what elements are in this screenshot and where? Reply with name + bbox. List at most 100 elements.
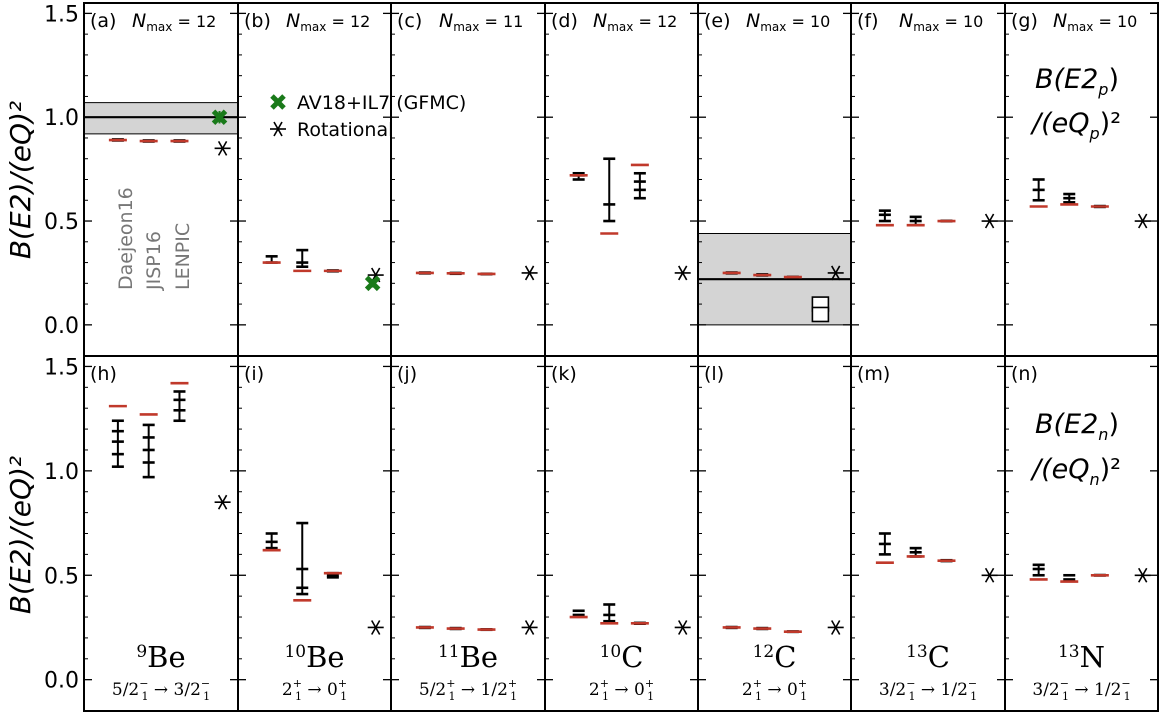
rotational-marker xyxy=(981,213,998,229)
method-label-text: Daejeon16 xyxy=(115,187,137,290)
nucleus-label: 13N xyxy=(1058,640,1105,674)
nmax-value: = 10 xyxy=(939,12,983,31)
method-2-series xyxy=(600,157,619,235)
transition-label: 2+ 1 → 0+ 1 xyxy=(282,677,347,703)
panel-b: (b) Nmax = 12 xyxy=(237,2,392,357)
asterisk-stroke xyxy=(371,620,381,635)
nmax-N: N xyxy=(439,10,453,32)
transition-p2: + xyxy=(645,677,654,690)
transition-j2: 0 xyxy=(787,680,798,700)
nmax-sub: max xyxy=(760,20,786,34)
row-label-end: ) xyxy=(1108,64,1119,95)
nucleus-element: C xyxy=(621,640,643,674)
method-2-series xyxy=(293,248,312,273)
method-2-series xyxy=(600,603,619,625)
nucleus-mass: 13 xyxy=(906,642,928,662)
method-1-series xyxy=(569,609,588,619)
method-1-series xyxy=(875,532,894,565)
transition-j2: 1/2 xyxy=(1094,680,1121,700)
transition-k1: 1 xyxy=(755,690,762,703)
asterisk-stroke xyxy=(524,620,535,635)
ytick-label-text: 0.0 xyxy=(44,669,79,694)
panel-g: (g) Nmax = 10 xyxy=(1004,2,1159,357)
panel-frame xyxy=(1004,2,1159,357)
nmax-sub: max xyxy=(300,20,326,34)
nmax-N: N xyxy=(746,10,760,32)
panel-tag-text: (n) xyxy=(1011,363,1038,385)
nmax-value: = 10 xyxy=(786,12,830,31)
transition-k1: 1 xyxy=(1062,690,1069,703)
transition-j2: 1/2 xyxy=(941,680,968,700)
method-3-series xyxy=(1090,204,1109,209)
transition-p1: + xyxy=(293,677,302,690)
method-2-series xyxy=(446,271,465,276)
method-2-series xyxy=(906,215,925,227)
legend-rotational-marker xyxy=(273,121,283,137)
transition-k1: 1 xyxy=(295,690,302,703)
method-label: LENPIC xyxy=(172,223,194,290)
nmax-N: N xyxy=(899,10,913,32)
nmax-value: = 12 xyxy=(633,12,677,31)
panel-d: (d) Nmax = 12 xyxy=(544,2,699,357)
method-3-series xyxy=(323,269,342,273)
rotational-marker xyxy=(674,620,691,635)
ytick-label: 1.0 xyxy=(44,106,79,131)
rotational-marker xyxy=(827,265,844,281)
legend-gfmc-text: AV18+IL7 (GFMC) xyxy=(297,92,466,114)
method-label-text: LENPIC xyxy=(172,223,194,290)
panel-tag-text: (i) xyxy=(244,363,264,385)
transition-j1: 5/2 xyxy=(112,680,139,700)
ytick-label: 0.5 xyxy=(44,564,79,589)
rotational-marker xyxy=(367,620,384,635)
nucleus-element: Be xyxy=(306,640,344,674)
panel-tag-text: (c) xyxy=(397,10,422,32)
row-label-line2: /(eQp)² xyxy=(1030,108,1121,143)
transition-p2: + xyxy=(508,677,517,690)
asterisk-stroke xyxy=(678,620,688,635)
nmax-label: Nmax = 10 xyxy=(899,10,983,34)
row-label-end: )² xyxy=(1100,454,1121,485)
method-1-series xyxy=(569,171,588,181)
nucleus-element: C xyxy=(774,640,796,674)
legend-rotational-label: Rotational xyxy=(297,119,393,141)
nmax-sub: max xyxy=(1067,20,1093,34)
row-label-sub: n xyxy=(1090,470,1100,489)
method-3-series xyxy=(630,163,649,200)
method-2-series xyxy=(1060,573,1079,583)
transition-label: 3/2− 1 → 1/2− 1 xyxy=(879,677,977,703)
row-label-part: /(eQ xyxy=(1030,454,1090,485)
nucleus-mass: 10 xyxy=(284,642,306,662)
transition-j1: 5/2 xyxy=(419,680,446,700)
transition-p1: − xyxy=(1060,677,1069,690)
ytick-label-text: 1.0 xyxy=(44,106,79,131)
nmax-N: N xyxy=(132,10,146,32)
transition-j2: 0 xyxy=(327,680,338,700)
nmax-label: Nmax = 10 xyxy=(746,10,830,34)
nucleus-element: C xyxy=(928,640,950,674)
method-2-series xyxy=(1060,192,1079,206)
nmax-label: Nmax = 10 xyxy=(1053,10,1137,34)
asterisk-stroke xyxy=(1138,567,1148,583)
method-2-series xyxy=(293,521,312,602)
transition-label: 5/2− 1 → 3/2− 1 xyxy=(112,677,210,703)
asterisk-stroke xyxy=(217,494,228,510)
transition-p2: − xyxy=(201,677,210,690)
method-1-series xyxy=(415,271,434,275)
asterisk-stroke xyxy=(984,567,995,583)
transition-j1: 2 xyxy=(282,680,293,700)
method-2-series xyxy=(139,139,158,143)
nucleus-element: Be xyxy=(147,640,185,674)
method-1-series xyxy=(1029,563,1048,581)
panel-tag: (j) xyxy=(397,363,417,385)
transition-p2: − xyxy=(968,677,977,690)
asterisk-stroke xyxy=(831,620,841,635)
row-label-line2: /(eQn)² xyxy=(1030,454,1121,489)
method-1-series xyxy=(722,625,741,630)
transition-k1: 1 xyxy=(448,690,455,703)
panel-frame xyxy=(237,2,392,357)
